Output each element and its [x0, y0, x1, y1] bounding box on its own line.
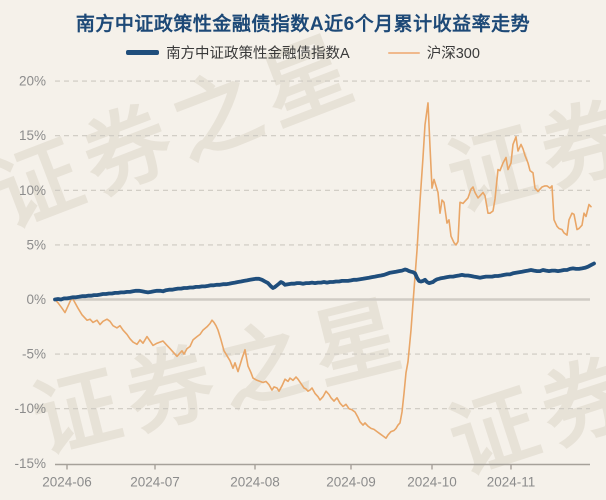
watermark-text-2: 证券之星 [438, 36, 606, 228]
x-tick-label-2024-11: 2024-11 [487, 475, 536, 490]
x-tick-label-2024-08: 2024-08 [230, 475, 280, 490]
legend-label-fund: 南方中证政策性金融债指数A [166, 46, 350, 62]
legend-item-csi300[interactable]: 沪深300 [387, 42, 480, 63]
x-tick-label-2024-09: 2024-09 [326, 475, 376, 490]
y-tick-label-0: 0% [26, 292, 46, 307]
y-tick-label-15: 15% [19, 128, 46, 143]
x-tick-label-2024-06: 2024-06 [42, 475, 92, 490]
y-tick-label-10: 10% [19, 183, 46, 198]
watermark-text-3: 证券之星 [438, 282, 606, 492]
y-tick-label-5: 5% [26, 237, 46, 252]
chart-legend: 南方中证政策性金融债指数A 沪深300 [0, 42, 606, 63]
y-tick-label--15: -15% [14, 456, 46, 471]
y-tick-label--5: -5% [22, 347, 46, 362]
y-tick-label--10: -10% [14, 401, 46, 416]
x-tick-label-2024-10: 2024-10 [407, 475, 457, 490]
legend-label-csi300: 沪深300 [426, 46, 480, 62]
series-line-csi300 [54, 102, 592, 440]
csi300-line-swatch-icon [387, 51, 420, 54]
chart-title: 南方中证政策性金融债指数A近6个月累计收益率走势 [75, 14, 531, 35]
watermark-text-1: 证券之星 [23, 284, 419, 470]
y-tick-label-20: 20% [19, 74, 46, 89]
series-line-fund [53, 261, 596, 302]
x-tick-label-2024-07: 2024-07 [130, 475, 180, 490]
fund-line-swatch-icon [126, 50, 160, 55]
legend-item-fund[interactable]: 南方中证政策性金融债指数A [126, 42, 350, 63]
